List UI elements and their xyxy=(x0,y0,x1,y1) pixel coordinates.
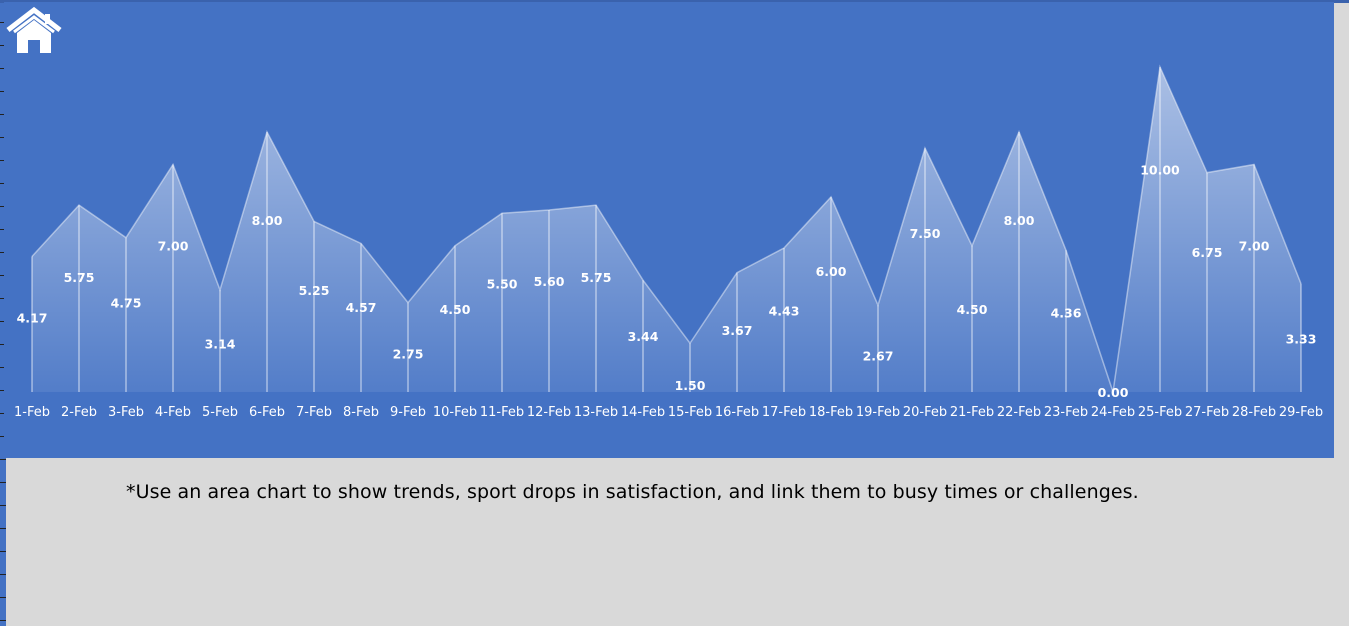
x-tick-label: 4-Feb xyxy=(155,405,191,420)
data-label: 3.33 xyxy=(1286,332,1317,347)
x-tick-label: 16-Feb xyxy=(715,405,759,420)
x-tick-label: 2-Feb xyxy=(61,405,97,420)
x-tick-label: 21-Feb xyxy=(950,405,994,420)
x-tick-label: 29-Feb xyxy=(1279,405,1323,420)
x-tick-label: 20-Feb xyxy=(903,405,947,420)
area-series xyxy=(32,67,1301,392)
data-label: 4.43 xyxy=(769,304,800,319)
data-label: 5.75 xyxy=(581,270,612,285)
sheet-top-border xyxy=(0,0,1349,3)
data-label: 5.25 xyxy=(299,283,330,298)
chart-panel[interactable]: 4.17 5.75 4.75 7.00 3.14 8.00 5.25 4.57 2.75 4.50… xyxy=(4,2,1334,458)
data-label: 6.75 xyxy=(1192,245,1223,260)
home-icon xyxy=(6,6,62,53)
x-tick-label: 8-Feb xyxy=(343,405,379,420)
data-label: 5.60 xyxy=(534,274,565,289)
data-label: 1.50 xyxy=(675,378,706,393)
x-tick-label: 1-Feb xyxy=(14,405,50,420)
x-tick-label: 18-Feb xyxy=(809,405,853,420)
data-label: 8.00 xyxy=(252,213,283,228)
data-label: 4.50 xyxy=(440,302,471,317)
x-tick-label: 28-Feb xyxy=(1232,405,1276,420)
x-tick-label: 24-Feb xyxy=(1091,405,1135,420)
x-tick-label: 15-Feb xyxy=(668,405,712,420)
x-tick-label: 5-Feb xyxy=(202,405,238,420)
x-tick-label: 17-Feb xyxy=(762,405,806,420)
data-label: 5.75 xyxy=(64,270,95,285)
data-label: 4.50 xyxy=(957,302,988,317)
data-label: 10.00 xyxy=(1140,163,1180,178)
x-tick-label: 3-Feb xyxy=(108,405,144,420)
data-label: 7.50 xyxy=(910,226,941,241)
data-label: 2.67 xyxy=(863,348,894,363)
data-label: 7.00 xyxy=(1239,239,1270,254)
data-label: 4.75 xyxy=(111,296,142,311)
x-tick-label: 11-Feb xyxy=(480,405,524,420)
data-label: 7.00 xyxy=(158,239,189,254)
home-button[interactable] xyxy=(4,6,64,56)
sheet-gridlines xyxy=(0,0,6,626)
data-label: 0.00 xyxy=(1098,385,1129,400)
x-tick-label: 22-Feb xyxy=(997,405,1041,420)
data-label: 8.00 xyxy=(1004,213,1035,228)
x-tick-label: 13-Feb xyxy=(574,405,618,420)
data-label: 3.14 xyxy=(205,336,236,351)
data-label: 4.57 xyxy=(346,300,377,315)
x-tick-label: 23-Feb xyxy=(1044,405,1088,420)
data-label: 5.50 xyxy=(487,277,518,292)
x-tick-label: 27-Feb xyxy=(1185,405,1229,420)
x-tick-label: 25-Feb xyxy=(1138,405,1182,420)
x-tick-label: 7-Feb xyxy=(296,405,332,420)
x-tick-label: 14-Feb xyxy=(621,405,665,420)
data-label: 3.44 xyxy=(628,329,659,344)
chart-instruction-note: *Use an area chart to show trends, sport… xyxy=(126,481,1139,503)
data-label: 6.00 xyxy=(816,264,847,279)
data-label: 4.17 xyxy=(17,310,48,325)
x-tick-label: 10-Feb xyxy=(433,405,477,420)
data-label: 3.67 xyxy=(722,323,753,338)
data-label: 4.36 xyxy=(1051,305,1082,320)
x-tick-label: 6-Feb xyxy=(249,405,285,420)
x-tick-label: 12-Feb xyxy=(527,405,571,420)
area-outline xyxy=(31,64,1302,393)
area-chart: 4.17 5.75 4.75 7.00 3.14 8.00 5.25 4.57 2.75 4.50… xyxy=(14,64,1323,420)
x-tick-label: 9-Feb xyxy=(390,405,426,420)
x-tick-label: 19-Feb xyxy=(856,405,900,420)
data-label: 2.75 xyxy=(393,346,424,361)
